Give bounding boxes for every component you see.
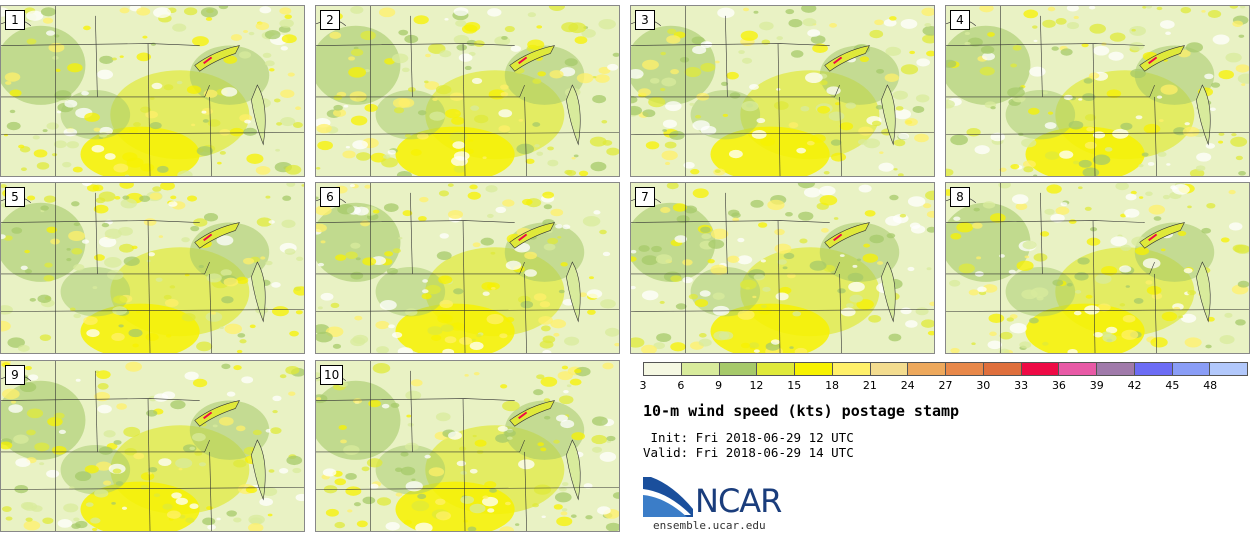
colorbar-tick-label: 9	[715, 379, 723, 392]
member-number-label: 4	[950, 10, 970, 30]
colorbar-tick-label: 33	[1014, 379, 1029, 392]
ensemble-member-map-5: 5	[0, 182, 305, 354]
ensemble-member-map-2: 2	[315, 5, 620, 177]
colorbar-tick-label: 6	[677, 379, 685, 392]
colorbar-swatch	[644, 363, 682, 375]
colorbar-tick-label: 15	[787, 379, 802, 392]
valid-time: Valid: Fri 2018-06-29 14 UTC	[643, 445, 854, 460]
member-number-label: 6	[320, 187, 340, 207]
ensemble-member-map-10: 10	[315, 360, 620, 532]
colorbar-tick-label: 18	[825, 379, 840, 392]
colorbar-tick-label: 48	[1203, 379, 1218, 392]
init-time: Init: Fri 2018-06-29 12 UTC	[643, 430, 854, 445]
member-number-label: 5	[5, 187, 25, 207]
colorbar-swatch	[757, 363, 795, 375]
colorbar-swatch	[870, 363, 909, 375]
colorbar-swatch	[946, 363, 984, 375]
colorbar-swatch	[1134, 363, 1173, 375]
ensemble-member-map-1: 1	[0, 5, 305, 177]
member-number-label: 2	[320, 10, 340, 30]
colorbar-swatch	[1210, 363, 1247, 375]
member-number-label: 3	[635, 10, 655, 30]
colorbar-tick-label: 3	[639, 379, 647, 392]
colorbar-tick-label: 27	[938, 379, 953, 392]
member-number-label: 8	[950, 187, 970, 207]
colorbar-swatch	[1097, 363, 1135, 375]
colorbar-swatch	[1172, 363, 1211, 375]
colorbar-swatch	[719, 363, 758, 375]
colorbar-tick-label: 12	[749, 379, 764, 392]
ensemble-member-map-6: 6	[315, 182, 620, 354]
colorbar-ticks: 3 6 9 12 15 18 21 24 27 30 33 36 39 42 45 48	[639, 379, 1248, 395]
ensemble-member-map-9: 9	[0, 360, 305, 532]
colorbar-swatch	[983, 363, 1022, 375]
colorbar-tick-label: 36	[1051, 379, 1066, 392]
colorbar-swatch	[1059, 363, 1097, 375]
colorbar-swatch	[908, 363, 946, 375]
plot-title: 10-m wind speed (kts) postage stamp	[643, 402, 960, 420]
ensemble-member-map-7: 7	[630, 182, 935, 354]
ensemble-member-map-3: 3	[630, 5, 935, 177]
logo-url: ensemble.ucar.edu	[653, 519, 766, 532]
colorbar-tick-label: 45	[1165, 379, 1180, 392]
ensemble-member-map-8: 8	[945, 182, 1250, 354]
member-number-label: 7	[635, 187, 655, 207]
colorbar-tick-label: 30	[976, 379, 991, 392]
colorbar-swatch	[832, 363, 871, 375]
member-number-label: 1	[5, 10, 25, 30]
colorbar-tick-label: 42	[1127, 379, 1142, 392]
wind-speed-colorbar	[643, 362, 1248, 376]
ncar-logo-icon	[643, 477, 693, 517]
member-number-label: 9	[5, 365, 25, 385]
colorbar-swatch	[1021, 363, 1060, 375]
ensemble-member-map-4: 4	[945, 5, 1250, 177]
colorbar-tick-label: 39	[1089, 379, 1104, 392]
colorbar-swatch	[795, 363, 833, 375]
colorbar-tick-label: 24	[900, 379, 915, 392]
colorbar-swatch	[681, 363, 720, 375]
colorbar-tick-label: 21	[862, 379, 877, 392]
member-number-label: 10	[320, 365, 344, 385]
ncar-logo-text: NCAR	[695, 482, 782, 520]
